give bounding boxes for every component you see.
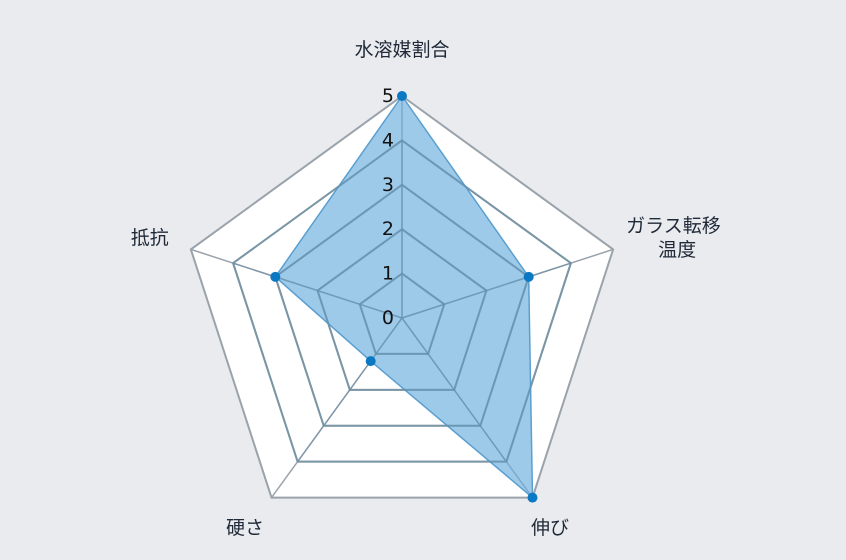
axis-label-2: 伸び	[531, 517, 569, 539]
tick-labels: 0 1 2 3 4 5	[382, 85, 394, 329]
grid-ring-overlay-2	[316, 227, 488, 391]
grid-overlay	[231, 139, 573, 463]
axis-label-line: 水溶媒割合	[354, 39, 449, 61]
axis-label-0: 水溶媒割合	[354, 39, 449, 61]
tick-label-3: 3	[382, 174, 394, 196]
spoke-overlay-2	[401, 317, 507, 463]
axis-label-1: ガラス転移温度	[626, 215, 721, 261]
tick-label-1: 1	[382, 263, 394, 285]
data-point-0-3	[365, 356, 376, 367]
grid-ring-5	[189, 94, 615, 499]
axis-label-line: 伸び	[531, 517, 569, 539]
grid-ring-overlay-3	[274, 183, 530, 427]
axis-label-line: 硬さ	[226, 517, 264, 539]
data-point-0-1	[523, 271, 534, 282]
series-layer	[231, 91, 573, 503]
tick-label-5: 5	[382, 85, 394, 107]
data-point-0-2	[527, 492, 538, 503]
grid-ring-overlay-1	[358, 272, 446, 355]
data-point-0-4	[270, 271, 281, 282]
grid-ring-overlay-4	[231, 139, 573, 463]
data-point-0-0	[397, 91, 407, 101]
axis-label-4: 抵抗	[131, 227, 169, 249]
series-area-0	[274, 94, 534, 500]
spoke-overlay-4	[232, 262, 403, 319]
tick-label-0: 0	[382, 307, 394, 329]
tick-label-2: 2	[382, 218, 394, 240]
axis-label-3: 硬さ	[226, 517, 264, 539]
axis-label-line: 抵抗	[131, 227, 169, 249]
tick-label-4: 4	[382, 129, 394, 151]
axis-label-line: 温度	[658, 239, 696, 261]
axis-label-line: ガラス転移	[626, 215, 721, 237]
spoke-overlay-1	[401, 262, 572, 319]
spoke-overlay-3	[297, 317, 403, 463]
